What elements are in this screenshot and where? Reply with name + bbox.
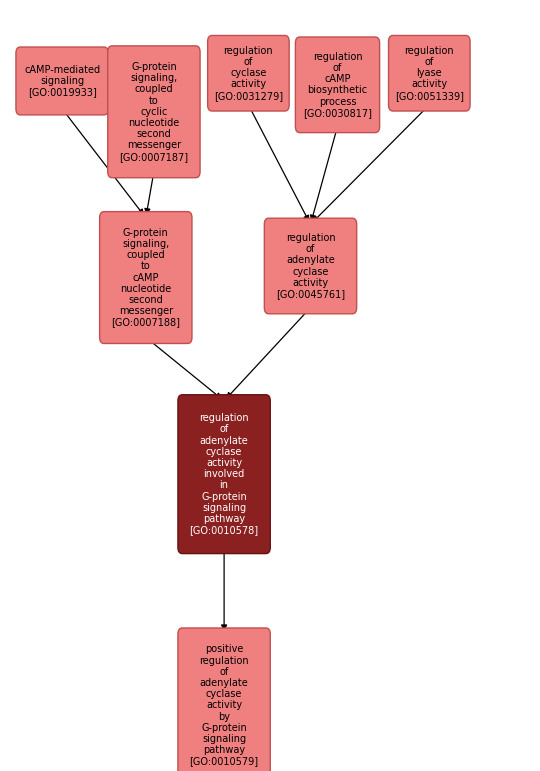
FancyBboxPatch shape: [16, 47, 108, 115]
Text: regulation
of
cyclase
activity
[GO:0031279]: regulation of cyclase activity [GO:00312…: [214, 45, 283, 101]
FancyBboxPatch shape: [295, 37, 380, 133]
FancyBboxPatch shape: [178, 628, 270, 771]
Text: regulation
of
adenylate
cyclase
activity
involved
in
G-protein
signaling
pathway: regulation of adenylate cyclase activity…: [190, 413, 259, 535]
FancyBboxPatch shape: [265, 218, 356, 314]
FancyBboxPatch shape: [389, 35, 470, 111]
Text: G-protein
signaling,
coupled
to
cyclic
nucleotide
second
messenger
[GO:0007187]: G-protein signaling, coupled to cyclic n…: [119, 62, 188, 162]
Text: G-protein
signaling,
coupled
to
cAMP
nucleotide
second
messenger
[GO:0007188]: G-protein signaling, coupled to cAMP nuc…: [111, 227, 180, 328]
Text: positive
regulation
of
adenylate
cyclase
activity
by
G-protein
signaling
pathway: positive regulation of adenylate cyclase…: [190, 645, 259, 766]
Text: regulation
of
lyase
activity
[GO:0051339]: regulation of lyase activity [GO:0051339…: [395, 45, 464, 101]
Text: regulation
of
cAMP
biosynthetic
process
[GO:0030817]: regulation of cAMP biosynthetic process …: [303, 52, 372, 118]
Text: regulation
of
adenylate
cyclase
activity
[GO:0045761]: regulation of adenylate cyclase activity…: [276, 233, 345, 299]
FancyBboxPatch shape: [99, 212, 192, 344]
Text: cAMP-mediated
signaling
[GO:0019933]: cAMP-mediated signaling [GO:0019933]: [24, 65, 100, 97]
FancyBboxPatch shape: [107, 46, 200, 178]
FancyBboxPatch shape: [178, 395, 270, 554]
FancyBboxPatch shape: [207, 35, 289, 111]
